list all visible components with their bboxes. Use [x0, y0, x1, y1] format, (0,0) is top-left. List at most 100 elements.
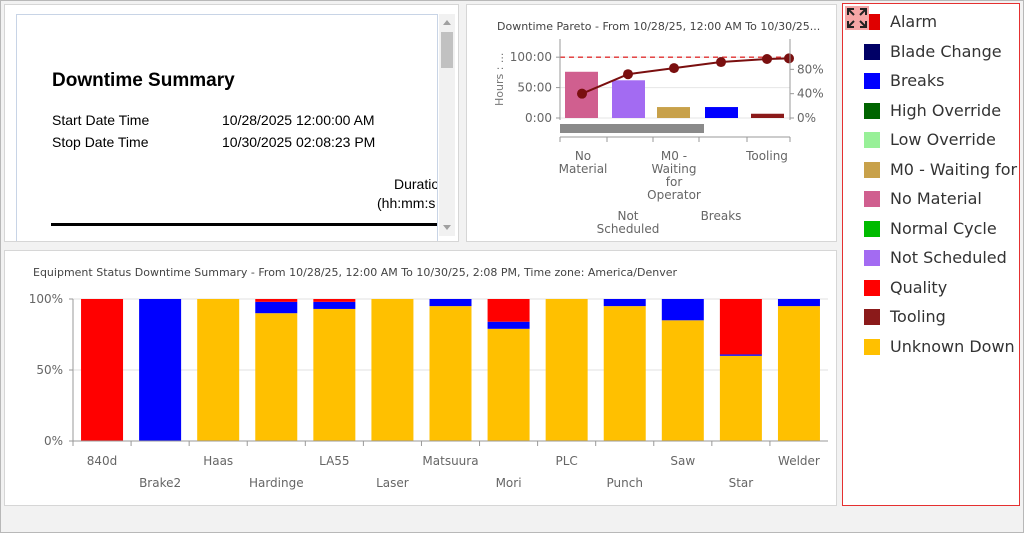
pareto-xlabel: No	[575, 149, 591, 163]
stacked-bar-segment	[777, 299, 820, 307]
report-title: Downtime Summary	[52, 70, 235, 91]
stacked-bar-segment	[371, 299, 414, 441]
stacked-bar-segment	[429, 299, 472, 307]
stacked-bar-segment	[777, 306, 820, 441]
legend-swatch	[864, 338, 880, 355]
stacked-bar-segment	[661, 320, 704, 441]
pareto-cumulative-point	[762, 53, 772, 64]
legend-label: Breaks	[890, 71, 945, 90]
pareto-y2tick-label: 0%	[797, 111, 816, 125]
pareto-bar	[751, 113, 784, 118]
pareto-y2tick-label: 40%	[797, 87, 824, 101]
legend-swatch	[864, 132, 880, 148]
stacked-bar-segment	[139, 299, 182, 441]
stacked-xlabel: Laser	[376, 476, 409, 490]
pareto-cumulative-point	[784, 53, 794, 64]
pareto-ytick-label: 0:00	[525, 111, 552, 125]
stacked-bar-segment	[719, 354, 762, 356]
scroll-up-icon[interactable]	[443, 20, 451, 25]
stacked-xlabel: Hardinge	[249, 476, 304, 490]
pareto-title: Downtime Pareto - From 10/28/25, 12:00 A…	[497, 20, 820, 33]
legend-label: Low Override	[890, 130, 996, 149]
stacked-bar-segment	[313, 308, 356, 441]
legend-swatch	[864, 220, 880, 237]
stacked-bar-segment	[255, 313, 298, 441]
pareto-ylabel: Hours : ...	[493, 53, 506, 106]
expand-icon	[847, 8, 867, 28]
pareto-xlabel: Waiting	[651, 162, 696, 176]
pareto-xlabel: for	[666, 175, 683, 189]
pareto-cumulative-point	[577, 88, 587, 99]
pareto-scrollbar[interactable]	[560, 124, 704, 133]
legend-swatch	[864, 102, 880, 119]
legend-label: Not Scheduled	[890, 248, 1007, 267]
equipment-status-panel: Equipment Status Downtime Summary - From…	[4, 250, 837, 506]
stacked-xlabel: Punch	[607, 476, 643, 490]
legend-label: Normal Cycle	[890, 218, 997, 238]
legend-swatch	[864, 309, 880, 325]
legend-swatch	[864, 161, 880, 178]
stacked-xlabel: Matsuura	[422, 454, 478, 468]
report-rule	[51, 223, 437, 226]
stacked-bar-segment	[487, 321, 530, 329]
stop-date-value: 10/30/2025 02:08:23 PM	[222, 134, 376, 150]
pareto-xlabel: Not	[617, 209, 638, 223]
pareto-xlabel: Breaks	[701, 209, 742, 223]
duration-column-header: Duratio	[394, 176, 438, 192]
stacked-title: Equipment Status Downtime Summary - From…	[33, 266, 677, 279]
stacked-ytick-label: 100%	[29, 292, 63, 306]
stacked-xlabel: Saw	[670, 454, 695, 468]
legend-panel: Alarm Blade Change Breaks High Override Low …	[842, 3, 1020, 506]
stacked-bar-segment	[603, 306, 646, 441]
legend-label: Tooling	[890, 307, 946, 326]
stacked-bar-segment	[197, 299, 240, 441]
duration-column-unit: (hh:mm:s	[377, 195, 436, 211]
report-document[interactable]: Downtime Summary Start Date Time 10/28/2…	[16, 14, 438, 241]
scroll-thumb[interactable]	[441, 32, 453, 68]
pareto-bar	[612, 80, 645, 118]
pareto-ytick-label: 50:00	[517, 81, 552, 95]
stacked-xlabel: Haas	[203, 454, 233, 468]
stacked-bar-segment	[603, 299, 646, 307]
legend-label: High Override	[890, 100, 1002, 120]
stacked-ytick-label: 50%	[36, 363, 63, 377]
legend-label: Blade Change	[890, 41, 1002, 61]
pareto-cumulative-point	[669, 63, 679, 74]
report-scrollbar[interactable]	[439, 14, 455, 236]
stacked-xlabel: LA55	[319, 454, 349, 468]
scroll-down-icon[interactable]	[443, 225, 451, 230]
stacked-xlabel: PLC	[555, 454, 577, 468]
stacked-bar-segment	[719, 355, 762, 441]
stacked-ytick-label: 0%	[44, 434, 63, 448]
start-date-value: 10/28/2025 12:00:00 AM	[222, 112, 375, 128]
stop-date-label: Stop Date Time	[52, 134, 149, 150]
stacked-xlabel: 840d	[87, 454, 118, 468]
legend-label: Unknown Down	[890, 336, 1015, 356]
stacked-bar-segment	[81, 299, 124, 441]
legend-label: No Material	[890, 189, 982, 208]
legend-label: Alarm	[890, 12, 938, 31]
pareto-xlabel: M0 -	[661, 149, 687, 163]
pareto-xlabel: Scheduled	[597, 222, 660, 236]
stacked-xlabel: Star	[729, 476, 754, 490]
pareto-ytick-label: 100:00	[510, 50, 552, 64]
pareto-y2tick-label: 80%	[797, 62, 824, 76]
stacked-bar-segment	[487, 299, 530, 322]
stacked-bar-segment	[313, 299, 356, 302]
stacked-bar-segment	[487, 328, 530, 441]
stacked-bar-segment	[661, 299, 704, 321]
stacked-bar-segment	[719, 299, 762, 355]
expand-button[interactable]	[845, 6, 869, 30]
stacked-bar-segment	[429, 306, 472, 441]
legend-swatch	[864, 43, 880, 60]
legend-label: Quality	[890, 277, 948, 297]
pareto-bar	[705, 107, 738, 118]
stacked-bar-segment	[255, 299, 298, 302]
pareto-cumulative-point	[623, 69, 633, 80]
start-date-label: Start Date Time	[52, 112, 150, 128]
downtime-pareto-panel: Downtime Pareto - From 10/28/25, 12:00 A…	[466, 4, 837, 242]
pareto-chart: Downtime Pareto - From 10/28/25, 12:00 A…	[493, 20, 824, 236]
pareto-xlabel: Material	[559, 162, 608, 176]
stacked-xlabel: Brake2	[139, 476, 181, 490]
stacked-bar-segment	[313, 301, 356, 309]
